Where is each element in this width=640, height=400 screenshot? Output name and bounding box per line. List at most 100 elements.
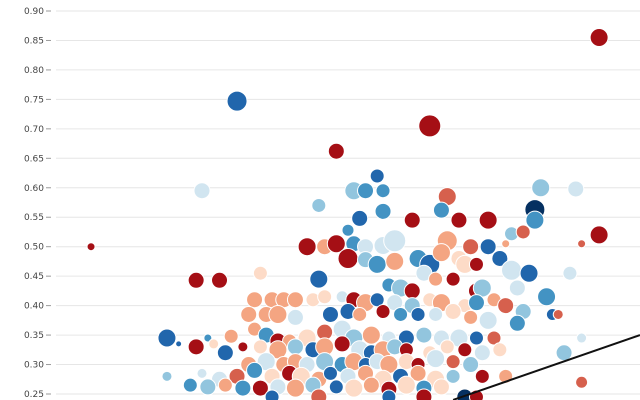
data-point [352, 306, 368, 322]
y-axis: 0.90 0.85 0.80 0.75 0.70 0.65 0.60 0.55 0.50 0.45… [24, 7, 51, 400]
data-point [426, 349, 446, 369]
trend-line-group [452, 334, 640, 400]
data-point [552, 308, 564, 320]
data-point [519, 263, 539, 283]
data-point [383, 229, 407, 253]
data-point [321, 305, 339, 323]
data-point [393, 306, 409, 322]
data-point [463, 309, 479, 325]
data-point [497, 297, 515, 315]
data-point [450, 211, 468, 229]
data-point [317, 289, 333, 305]
data-point [223, 328, 239, 344]
data-point [310, 388, 328, 400]
data-point [501, 259, 523, 281]
data-point [577, 239, 587, 249]
data-point [468, 256, 484, 272]
data-point [415, 388, 433, 400]
data-point [478, 310, 498, 330]
data-point [467, 294, 485, 312]
data-point [286, 308, 304, 326]
data-point [297, 237, 317, 257]
data-point [491, 249, 509, 267]
data-point [341, 223, 355, 237]
data-point [409, 364, 427, 382]
data-point [537, 287, 557, 307]
data-point [161, 370, 173, 382]
data-point [86, 242, 96, 252]
data-point [246, 291, 264, 309]
data-point [182, 377, 198, 393]
data-point [589, 225, 609, 245]
data-point [431, 243, 451, 263]
y-tick-label: 0.70 [24, 125, 44, 135]
data-point [381, 389, 397, 400]
data-point [362, 376, 380, 394]
data-point [199, 378, 217, 396]
data-point [311, 197, 327, 213]
data-point [367, 254, 387, 274]
data-point [525, 210, 545, 230]
data-point [217, 377, 233, 393]
data-point [462, 356, 480, 374]
data-point [403, 282, 421, 300]
data-point [478, 210, 498, 230]
data-point [403, 211, 421, 229]
data-point [444, 303, 462, 321]
data-points [86, 28, 609, 400]
trend-line [452, 334, 640, 400]
y-tick-label: 0.40 [24, 302, 44, 312]
data-point [286, 291, 304, 309]
y-tick-label: 0.35 [24, 331, 44, 341]
data-point [252, 265, 268, 281]
data-point [344, 378, 364, 398]
data-point [432, 378, 450, 396]
data-point [445, 354, 461, 370]
data-point [251, 379, 269, 397]
data-point [187, 271, 205, 289]
data-point [445, 271, 461, 287]
data-point [333, 335, 351, 353]
data-point [326, 234, 346, 254]
y-tick-label: 0.60 [24, 184, 44, 194]
data-point [508, 314, 526, 332]
data-point [374, 202, 392, 220]
y-tick-label: 0.50 [24, 243, 44, 253]
data-point [515, 224, 531, 240]
data-point [575, 375, 589, 389]
y-tick-label: 0.90 [24, 7, 44, 17]
data-point [589, 28, 609, 48]
data-point [428, 306, 444, 322]
data-point [234, 379, 252, 397]
y-tick-label: 0.55 [24, 213, 44, 223]
data-point [286, 338, 304, 356]
data-point [432, 201, 450, 219]
data-point [562, 265, 578, 281]
data-point [337, 247, 359, 269]
data-point [462, 238, 480, 256]
data-point [237, 341, 249, 353]
y-tick-label: 0.65 [24, 154, 44, 164]
y-tick-label: 0.25 [24, 390, 44, 400]
data-point [567, 180, 585, 198]
data-point [216, 344, 234, 362]
data-point [555, 344, 573, 362]
data-point [439, 339, 455, 355]
data-point [531, 178, 551, 198]
y-tick-label: 0.80 [24, 66, 44, 76]
y-tick-label: 0.75 [24, 95, 44, 105]
data-point [369, 168, 385, 184]
data-point [327, 142, 345, 160]
data-point [285, 378, 305, 398]
data-point [428, 271, 444, 287]
data-point [375, 304, 391, 320]
data-point [268, 304, 288, 324]
data-point [418, 114, 442, 138]
data-point [375, 183, 391, 199]
data-point [226, 90, 248, 112]
data-point [468, 330, 484, 346]
data-point [501, 239, 511, 249]
data-point [479, 238, 497, 256]
data-point [396, 375, 416, 395]
